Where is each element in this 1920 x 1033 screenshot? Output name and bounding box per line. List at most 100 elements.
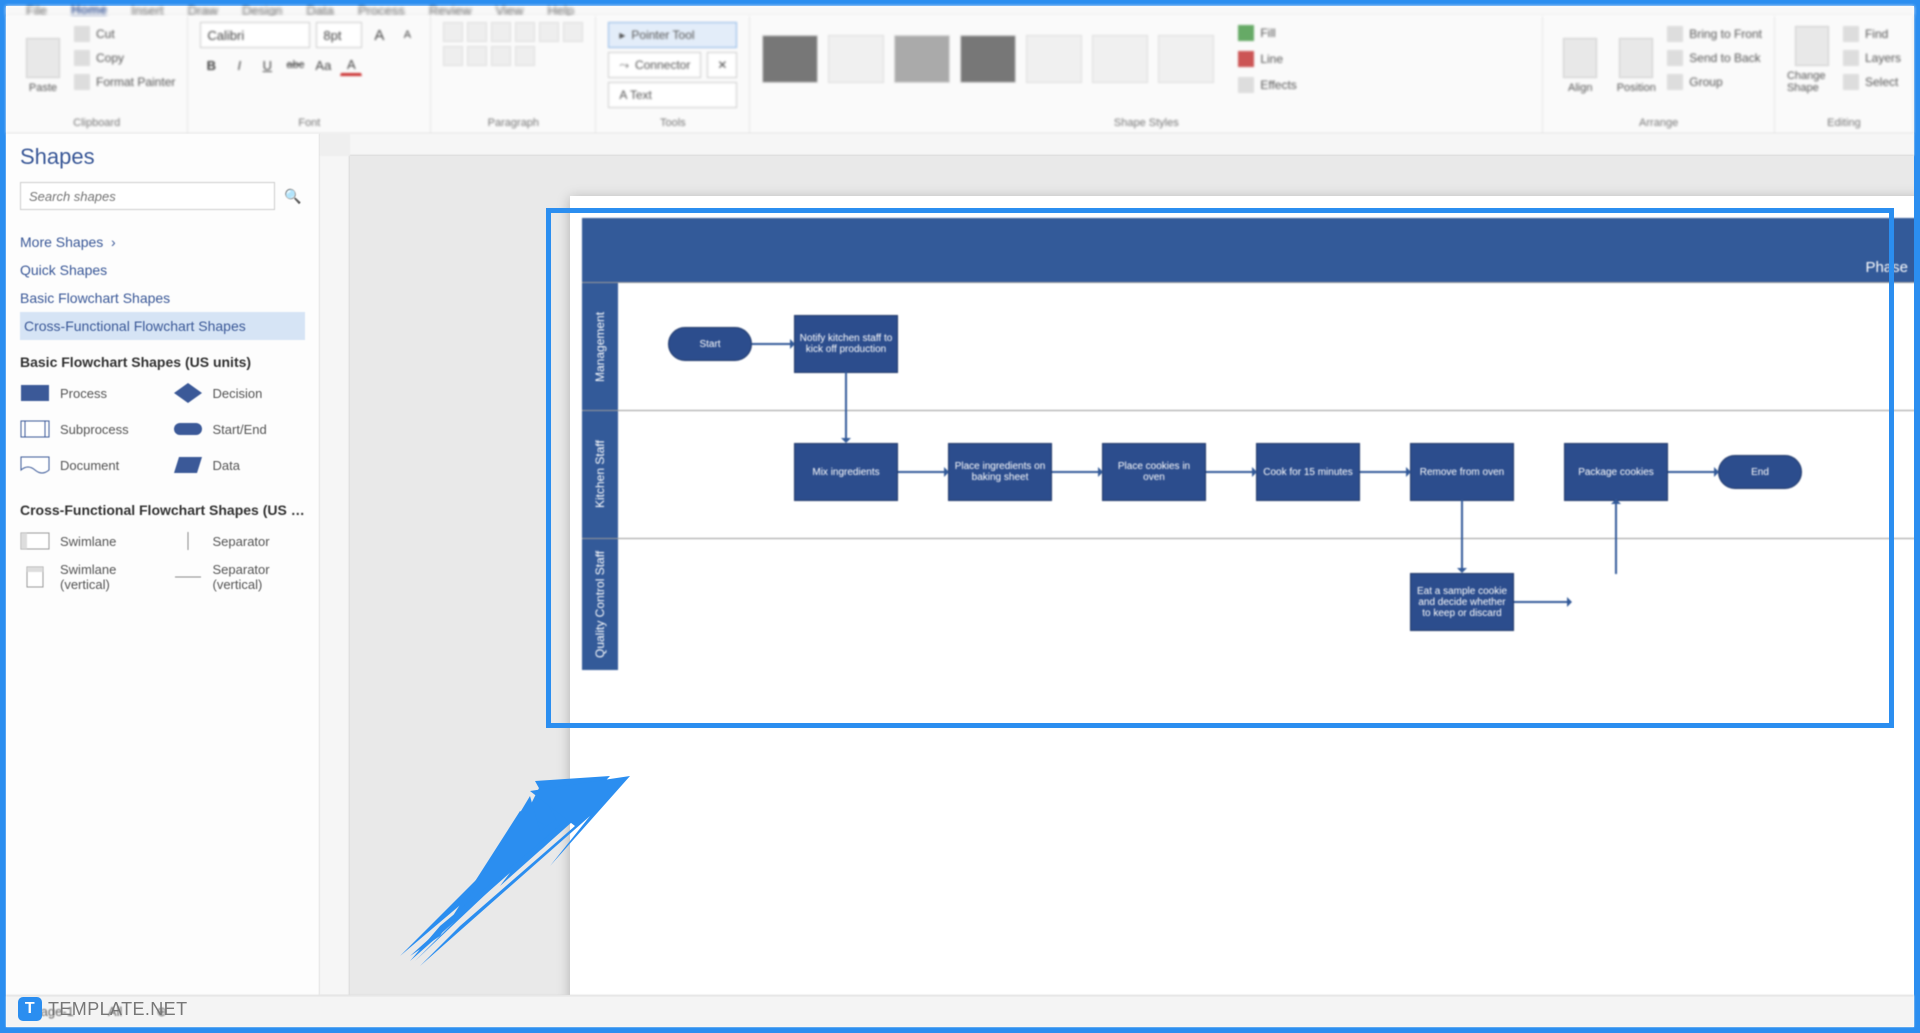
font-color-button[interactable]: A <box>340 54 362 76</box>
annotation-highlight <box>546 208 1894 728</box>
shape-item-process[interactable]: Process <box>20 378 153 408</box>
shape-label: Separator <box>213 534 270 549</box>
app-window: File Home Insert Draw Design Data Proces… <box>0 0 1920 1033</box>
copy-button[interactable]: Copy <box>74 47 175 69</box>
italic-button[interactable]: I <box>228 54 250 76</box>
align-button[interactable]: Align <box>1555 22 1605 94</box>
effects-button[interactable]: Effects <box>1238 74 1296 96</box>
style-thumb-6[interactable] <box>1092 35 1148 83</box>
format-painter-button[interactable]: Format Painter <box>74 71 175 93</box>
bullets-button[interactable] <box>443 46 463 66</box>
ribbon-group-font: A A B I U abc Aa A Font <box>188 16 431 133</box>
send-back-button[interactable]: Send to Back <box>1667 47 1762 69</box>
strike-button[interactable]: abc <box>284 54 306 76</box>
select-label: Select <box>1865 75 1898 89</box>
shape-label: Process <box>60 386 107 401</box>
style-thumb-3[interactable] <box>894 35 950 83</box>
pointer-icon: ▸ <box>619 28 625 42</box>
stencil-list: More Shapes › Quick Shapes Basic Flowcha… <box>20 228 305 340</box>
style-thumb-7[interactable] <box>1158 35 1214 83</box>
stencil-cross-functional[interactable]: Cross-Functional Flowchart Shapes <box>20 312 305 340</box>
annotation-arrow-clean-icon <box>380 716 680 976</box>
shape-item-separator-vertical-[interactable]: Separator (vertical) <box>173 562 306 592</box>
send-back-icon <box>1667 50 1683 66</box>
position-label: Position <box>1617 82 1656 94</box>
watermark: T TEMPLATE.NET <box>18 997 187 1021</box>
workspace: Shapes 🔍 More Shapes › Quick Shapes Basi… <box>6 134 1914 995</box>
shape-item-subprocess[interactable]: Subprocess <box>20 414 153 444</box>
shrink-font-button[interactable]: A <box>396 24 418 46</box>
font-size-combo[interactable] <box>316 22 362 48</box>
change-shape-icon <box>1795 26 1829 66</box>
align-left-button[interactable] <box>443 22 463 42</box>
layers-icon <box>1843 50 1859 66</box>
paragraph-group-label: Paragraph <box>443 117 583 129</box>
canvas-area: Phase ManagementStartNotify kitchen staf… <box>320 134 1914 995</box>
stencil-basic-flowchart[interactable]: Basic Flowchart Shapes <box>20 284 305 312</box>
shape-item-document[interactable]: Document <box>20 450 153 480</box>
style-thumb-1[interactable] <box>762 35 818 83</box>
vertical-ruler <box>320 156 350 995</box>
paste-button[interactable]: Paste <box>18 22 68 94</box>
bring-front-label: Bring to Front <box>1689 27 1762 41</box>
delete-button[interactable]: ✕ <box>707 52 737 78</box>
align-center-button[interactable] <box>467 22 487 42</box>
tools-group-label: Tools <box>608 117 737 129</box>
underline-button[interactable]: U <box>256 54 278 76</box>
paste-icon <box>26 38 60 78</box>
align-middle-button[interactable] <box>539 22 559 42</box>
change-shape-label: Change Shape <box>1787 70 1837 94</box>
connector-tool-button[interactable]: ⤳Connector <box>608 52 701 78</box>
align-icon <box>1563 38 1597 78</box>
stencil-quick-shapes[interactable]: Quick Shapes <box>20 256 305 284</box>
style-thumb-4[interactable] <box>960 35 1016 83</box>
ribbon-group-tools: ▸Pointer Tool ⤳Connector ✕ A Text Tools <box>596 16 750 133</box>
shape-item-start-end[interactable]: Start/End <box>173 414 306 444</box>
stencil-more-shapes[interactable]: More Shapes › <box>20 228 305 256</box>
indent-button[interactable] <box>467 46 487 66</box>
group-button[interactable]: Group <box>1667 71 1762 93</box>
group-icon <box>1667 74 1683 90</box>
bring-front-button[interactable]: Bring to Front <box>1667 23 1762 45</box>
font-family-combo[interactable] <box>200 22 310 48</box>
style-thumb-5[interactable] <box>1026 35 1082 83</box>
rotate-text-button[interactable] <box>515 46 535 66</box>
find-button[interactable]: Find <box>1843 23 1901 45</box>
position-button[interactable]: Position <box>1611 22 1661 94</box>
select-button[interactable]: Select <box>1843 71 1901 93</box>
shape-icon <box>20 530 50 552</box>
effects-icon <box>1238 77 1254 93</box>
font-size-button[interactable]: Aa <box>312 54 334 76</box>
position-icon <box>1619 38 1653 78</box>
shape-item-decision[interactable]: Decision <box>173 378 306 408</box>
align-top-button[interactable] <box>515 22 535 42</box>
change-shape-button[interactable]: Change Shape <box>1787 22 1837 94</box>
layers-button[interactable]: Layers <box>1843 47 1901 69</box>
shape-item-data[interactable]: Data <box>173 450 306 480</box>
drawing-canvas[interactable]: Phase ManagementStartNotify kitchen staf… <box>350 156 1914 995</box>
menu-tabs: File Home Insert Draw Design Data Proces… <box>6 6 1914 16</box>
outdent-button[interactable] <box>491 46 511 66</box>
shape-icon <box>20 382 50 404</box>
text-tool-button[interactable]: A Text <box>608 82 737 108</box>
ribbon-group-clipboard: Paste Cut Copy Format Painter Clipboard <box>6 16 188 133</box>
shape-label: Separator (vertical) <box>213 562 306 592</box>
search-icon[interactable]: 🔍 <box>281 182 305 210</box>
shape-item-swimlane[interactable]: Swimlane <box>20 526 153 556</box>
ribbon-group-shape-styles: Fill Line Effects Shape Styles <box>750 16 1543 133</box>
shape-item-swimlane-vertical-[interactable]: Swimlane (vertical) <box>20 562 153 592</box>
bold-button[interactable]: B <box>200 54 222 76</box>
align-bottom-button[interactable] <box>563 22 583 42</box>
line-button[interactable]: Line <box>1238 48 1296 70</box>
pointer-tool-button[interactable]: ▸Pointer Tool <box>608 22 737 48</box>
fill-button[interactable]: Fill <box>1238 22 1296 44</box>
style-thumb-2[interactable] <box>828 35 884 83</box>
section2-title: Cross-Functional Flowchart Shapes (US … <box>20 502 305 518</box>
cut-button[interactable]: Cut <box>74 23 175 45</box>
line-label: Line <box>1260 52 1283 66</box>
search-shapes-input[interactable] <box>20 182 275 210</box>
grow-font-button[interactable]: A <box>368 24 390 46</box>
shape-item-separator[interactable]: Separator <box>173 526 306 556</box>
align-right-button[interactable] <box>491 22 511 42</box>
connector-icon: ⤳ <box>619 58 629 73</box>
